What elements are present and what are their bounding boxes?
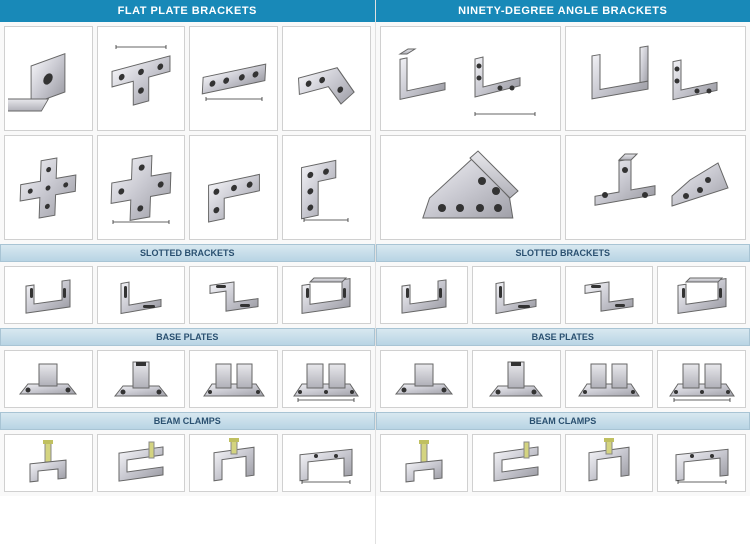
angle-tee-gusset-illustration (570, 138, 740, 238)
slotted-3-illustration (194, 270, 274, 320)
product-cell-flat-square (4, 26, 93, 131)
product-cell-flat-cross (4, 135, 93, 240)
right-column: NINETY-DEGREE ANGLE BRACKETS SLOTTED BRA… (375, 0, 750, 544)
product-cell-flat-straight-4hole (189, 26, 278, 131)
grid-beam-clamps (376, 430, 750, 496)
base-3-illustration (194, 354, 274, 404)
base-1-illustration (8, 354, 88, 404)
slotted-2-illustration (101, 270, 181, 320)
product-cell-clamp-4 (282, 434, 371, 492)
flat-angle-illustration (286, 39, 366, 119)
subheader-beam-clamps: BEAM CLAMPS (0, 412, 375, 430)
subheader-base-plates: BASE PLATES (376, 328, 750, 346)
slotted-1-illustration (8, 270, 88, 320)
product-cell-base-2 (472, 350, 561, 408)
product-cell-slotted-4 (657, 266, 746, 324)
grid-slotted-brackets (376, 262, 750, 328)
grid-base-plates (376, 346, 750, 412)
grid-beam-clamps (0, 430, 375, 496)
header-flat-plate: FLAT PLATE BRACKETS (0, 0, 375, 22)
base-3-illustration (569, 354, 649, 404)
grid-base-plates (0, 346, 375, 412)
product-cell-clamp-4 (657, 434, 746, 492)
product-cell-clamp-1 (4, 434, 93, 492)
product-cell-angle-90-double (565, 26, 746, 131)
header-ninety-degree: NINETY-DEGREE ANGLE BRACKETS (376, 0, 750, 22)
product-cell-clamp-2 (472, 434, 561, 492)
product-cell-base-3 (189, 350, 278, 408)
product-cell-flat-angle (282, 26, 371, 131)
flat-straight-4hole-illustration (194, 49, 274, 109)
product-cell-slotted-4 (282, 266, 371, 324)
product-cell-clamp-3 (565, 434, 654, 492)
clamp-1-illustration (384, 438, 464, 488)
product-cell-clamp-2 (97, 434, 186, 492)
product-cell-base-4 (282, 350, 371, 408)
subheader-beam-clamps: BEAM CLAMPS (376, 412, 750, 430)
slotted-2-illustration (476, 270, 556, 320)
grid-ninety-degree (376, 22, 750, 244)
product-cell-angle-tee-gusset (565, 135, 746, 240)
clamp-3-illustration (194, 438, 274, 488)
product-cell-flat-corner (282, 135, 371, 240)
product-cell-base-1 (380, 350, 469, 408)
catalog-root: FLAT PLATE BRACKETS (0, 0, 750, 544)
flat-corner-illustration (286, 148, 366, 228)
clamp-1-illustration (8, 438, 88, 488)
left-subsections: SLOTTED BRACKETS BASE PLATES BEAM CLAMPS (0, 244, 375, 496)
product-cell-flat-l-plate (189, 135, 278, 240)
grid-slotted-brackets (0, 262, 375, 328)
product-cell-slotted-2 (472, 266, 561, 324)
product-cell-slotted-3 (565, 266, 654, 324)
product-cell-flat-cross-large (97, 135, 186, 240)
angle-90-set-illustration (385, 29, 555, 129)
subheader-slotted-brackets: SLOTTED BRACKETS (0, 244, 375, 262)
left-column: FLAT PLATE BRACKETS (0, 0, 375, 544)
product-cell-angle-90-large (380, 135, 561, 240)
product-cell-slotted-1 (4, 266, 93, 324)
product-cell-base-4 (657, 350, 746, 408)
slotted-4-illustration (286, 270, 366, 320)
base-1-illustration (384, 354, 464, 404)
product-cell-base-3 (565, 350, 654, 408)
grid-flat-plate (0, 22, 375, 244)
subheader-base-plates: BASE PLATES (0, 328, 375, 346)
product-cell-slotted-1 (380, 266, 469, 324)
base-2-illustration (101, 354, 181, 404)
product-cell-flat-tee (97, 26, 186, 131)
right-subsections: SLOTTED BRACKETS BASE PLATES BEAM CLAMPS (376, 244, 750, 496)
clamp-2-illustration (476, 438, 556, 488)
flat-square-illustration (8, 39, 88, 119)
base-2-illustration (476, 354, 556, 404)
angle-90-double-illustration (570, 29, 740, 129)
product-cell-base-1 (4, 350, 93, 408)
product-cell-clamp-3 (189, 434, 278, 492)
clamp-4-illustration (662, 438, 742, 488)
flat-cross-large-illustration (101, 148, 181, 228)
base-4-illustration (662, 354, 742, 404)
product-cell-slotted-2 (97, 266, 186, 324)
slotted-3-illustration (569, 270, 649, 320)
angle-90-large-illustration (385, 138, 555, 238)
slotted-1-illustration (384, 270, 464, 320)
product-cell-base-2 (97, 350, 186, 408)
flat-tee-illustration (101, 39, 181, 119)
clamp-4-illustration (286, 438, 366, 488)
flat-cross-illustration (8, 148, 88, 228)
product-cell-slotted-3 (189, 266, 278, 324)
base-4-illustration (286, 354, 366, 404)
clamp-3-illustration (569, 438, 649, 488)
slotted-4-illustration (662, 270, 742, 320)
product-cell-clamp-1 (380, 434, 469, 492)
product-cell-angle-90-set (380, 26, 561, 131)
clamp-2-illustration (101, 438, 181, 488)
subheader-slotted-brackets: SLOTTED BRACKETS (376, 244, 750, 262)
flat-l-plate-illustration (194, 148, 274, 228)
